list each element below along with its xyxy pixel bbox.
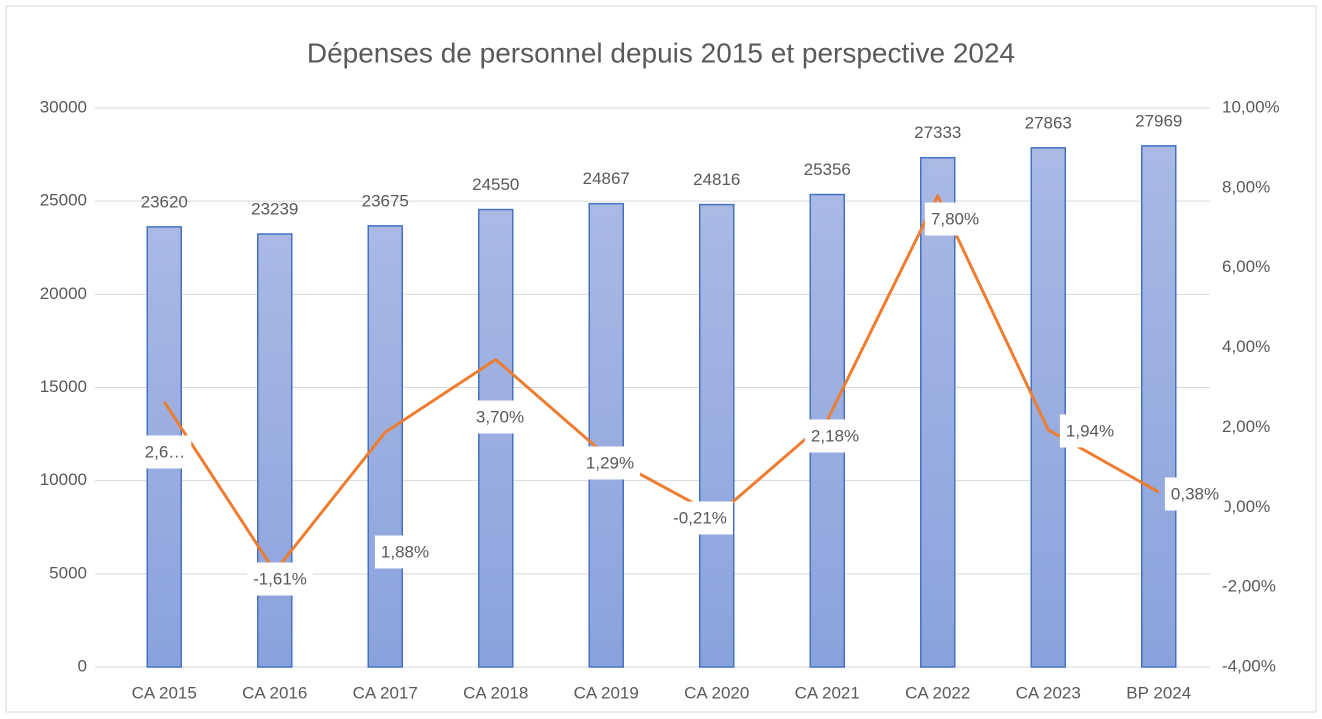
line: [162, 194, 1160, 574]
x-tick-label: CA 2023: [1016, 683, 1081, 702]
bar-value-label: 23675: [362, 191, 409, 210]
x-tick-label: CA 2021: [795, 683, 860, 702]
bar: [588, 202, 624, 668]
x-tick-label: CA 2018: [463, 683, 528, 702]
y-tick-label: 0: [78, 656, 87, 675]
y2-tick-label: 8,00%: [1222, 177, 1270, 196]
line-value-label-box: [138, 435, 192, 469]
bar-value-label: 27333: [914, 123, 961, 142]
line-value-label-box: [1059, 414, 1121, 448]
bar: [1141, 145, 1177, 668]
y-tick-label: 10000: [40, 470, 87, 489]
y2-tick-label: 4,00%: [1222, 337, 1270, 356]
y-tick-label: 5000: [49, 563, 87, 582]
line-value-label: 2,18%: [811, 426, 859, 445]
y2-tick-label: 0,00%: [1222, 497, 1270, 516]
bar-value-label: 24550: [472, 175, 519, 194]
y-tick-label: 25000: [40, 191, 87, 210]
y2-tick-label: 6,00%: [1222, 257, 1270, 276]
line-value-label-box: [469, 400, 531, 434]
y-tick-label: 20000: [40, 284, 87, 303]
line-value-label-box: [579, 446, 641, 480]
bar-value-label: 23239: [251, 199, 298, 218]
line-value-label: 3,70%: [476, 407, 524, 426]
bar: [699, 203, 735, 668]
x-tick-label: BP 2024: [1126, 683, 1191, 702]
bar-value-label: 24816: [693, 170, 740, 189]
y-tick-label: 30000: [40, 97, 87, 116]
line-value-label-box: [247, 562, 313, 596]
line-value-label: 1,94%: [1066, 421, 1114, 440]
line-value-label: 7,80%: [931, 209, 979, 228]
line-value-label-box: [804, 419, 866, 453]
line-value-label-box: [667, 501, 733, 535]
x-tick-label: CA 2022: [905, 683, 970, 702]
bar-value-label: 27863: [1025, 113, 1072, 132]
chart-frame: [5, 5, 1317, 713]
line-value-label: 1,29%: [586, 453, 634, 472]
bar: [478, 208, 514, 668]
line-value-label: -0,21%: [673, 508, 727, 527]
chart-title: Dépenses de personnel depuis 2015 et per…: [307, 37, 1015, 68]
x-tick-label: CA 2019: [574, 683, 639, 702]
bar-value-label: 25356: [804, 160, 851, 179]
y2-tick-label: 10,00%: [1222, 97, 1280, 116]
x-tick-label: CA 2015: [132, 683, 197, 702]
bar-value-label: 23620: [141, 192, 188, 211]
bar: [920, 156, 956, 668]
x-tick-label: CA 2020: [684, 683, 749, 702]
line-value-label: -1,61%: [253, 569, 307, 588]
y2-tick-label: -4,00%: [1222, 656, 1276, 675]
bar: [257, 233, 293, 668]
line-value-label: 2,6…: [145, 442, 186, 461]
y2-tick-label: 2,00%: [1222, 417, 1270, 436]
y-tick-label: 15000: [40, 377, 87, 396]
line-value-label: 0,38%: [1171, 484, 1219, 503]
x-tick-label: CA 2016: [242, 683, 307, 702]
x-tick-label: CA 2017: [353, 683, 418, 702]
bar-value-label: 27969: [1135, 111, 1182, 130]
line-value-label-box: [1164, 477, 1226, 511]
line-value-label: 1,88%: [381, 542, 429, 561]
y2-tick-label: -2,00%: [1222, 577, 1276, 596]
line-value-label-box: [374, 535, 436, 569]
bar-value-label: 24867: [583, 169, 630, 188]
line-value-label-box: [924, 202, 986, 236]
